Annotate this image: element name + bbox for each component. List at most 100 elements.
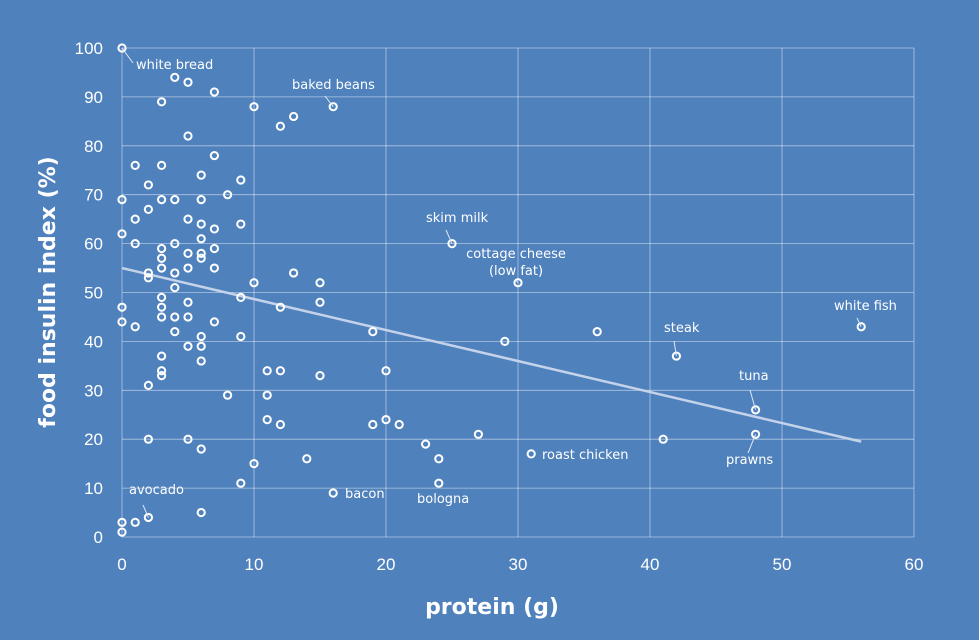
data-point bbox=[183, 214, 193, 224]
data-point bbox=[117, 43, 127, 53]
data-point bbox=[658, 434, 668, 444]
data-point bbox=[196, 507, 206, 518]
y-tick-label: 30 bbox=[84, 381, 103, 400]
data-point bbox=[751, 429, 761, 439]
data-point bbox=[130, 322, 140, 332]
x-tick-label: 40 bbox=[641, 555, 660, 574]
data-point bbox=[130, 517, 140, 527]
annotation-bacon: bacon bbox=[345, 487, 385, 502]
annotation-label: (low fat) bbox=[489, 264, 543, 279]
data-point bbox=[196, 444, 206, 454]
data-point bbox=[434, 454, 444, 464]
data-point bbox=[143, 512, 153, 523]
data-point bbox=[170, 312, 180, 322]
data-point bbox=[275, 121, 285, 131]
data-point bbox=[183, 263, 193, 273]
data-point bbox=[447, 239, 457, 249]
data-point bbox=[183, 341, 193, 351]
gridlines bbox=[121, 47, 915, 538]
x-tick-label: 30 bbox=[509, 555, 528, 574]
annotation-bologna: bologna bbox=[417, 492, 469, 507]
annotation-cottage-cheese: cottage cheese (low fat) bbox=[466, 247, 566, 284]
x-tick-label: 50 bbox=[773, 555, 792, 574]
data-point bbox=[157, 302, 167, 312]
annotation-leader-line bbox=[445, 229, 453, 244]
data-point bbox=[157, 312, 167, 322]
annotation-leader-line bbox=[142, 504, 149, 518]
data-point bbox=[170, 283, 180, 293]
data-point bbox=[183, 434, 193, 444]
data-point bbox=[275, 366, 285, 376]
data-point bbox=[394, 419, 404, 430]
x-tick-label: 0 bbox=[117, 555, 126, 574]
data-point bbox=[143, 204, 153, 214]
annotation-label: white bread bbox=[136, 58, 213, 73]
data-point bbox=[196, 248, 206, 258]
data-point bbox=[117, 194, 127, 205]
y-tick-label: 20 bbox=[84, 430, 103, 449]
x-tick-label: 10 bbox=[245, 555, 264, 574]
annotation-label: skim milk bbox=[426, 211, 489, 226]
y-axis-title: food insulin index (%) bbox=[36, 156, 61, 427]
data-point bbox=[671, 351, 682, 361]
data-point bbox=[381, 366, 391, 376]
data-point bbox=[249, 278, 259, 288]
data-point bbox=[157, 366, 167, 376]
data-point bbox=[275, 302, 285, 312]
x-tick-label: 60 bbox=[905, 555, 924, 574]
data-point bbox=[157, 243, 167, 254]
data-point bbox=[157, 292, 167, 302]
data-point bbox=[170, 72, 180, 82]
annotation-leader-line bbox=[747, 434, 757, 454]
data-point bbox=[143, 434, 153, 444]
data-point bbox=[196, 234, 206, 244]
data-point bbox=[262, 415, 272, 425]
y-tick-label: 100 bbox=[75, 39, 103, 58]
x-axis-title: protein (g) bbox=[425, 595, 559, 620]
annotation-steak: steak bbox=[664, 321, 700, 357]
data-point bbox=[157, 371, 167, 381]
data-point bbox=[157, 351, 167, 361]
annotation-tuna: tuna bbox=[739, 369, 769, 410]
data-point bbox=[117, 527, 127, 537]
data-points bbox=[117, 43, 866, 537]
data-point bbox=[315, 297, 325, 307]
annotation-leader-line bbox=[324, 95, 334, 107]
annotation-avocado: avocado bbox=[129, 483, 184, 518]
annotation-label: bacon bbox=[345, 487, 385, 502]
data-point bbox=[117, 229, 127, 239]
data-point bbox=[500, 336, 510, 346]
data-point bbox=[157, 97, 167, 107]
data-point bbox=[117, 517, 127, 527]
data-point bbox=[117, 302, 127, 312]
data-point bbox=[143, 180, 153, 190]
data-point bbox=[209, 263, 219, 273]
data-point bbox=[328, 488, 338, 498]
data-point bbox=[196, 219, 206, 229]
data-point bbox=[302, 454, 312, 464]
y-tick-label: 70 bbox=[84, 186, 103, 205]
data-point bbox=[157, 263, 167, 273]
data-point bbox=[196, 253, 206, 263]
annotations: white bread baked beans skim milk cottage c… bbox=[121, 47, 897, 518]
data-point bbox=[526, 449, 536, 459]
data-point bbox=[196, 194, 206, 205]
y-tick-label: 60 bbox=[84, 235, 103, 254]
data-point bbox=[262, 390, 272, 400]
y-tick-label: 0 bbox=[94, 528, 103, 547]
data-point bbox=[170, 194, 180, 205]
data-point bbox=[183, 77, 193, 87]
data-point bbox=[473, 429, 483, 439]
data-point bbox=[328, 102, 338, 112]
data-point bbox=[289, 268, 299, 278]
annotation-white-bread: white bread bbox=[121, 47, 213, 73]
data-point bbox=[751, 405, 761, 415]
data-point bbox=[117, 317, 127, 327]
data-point bbox=[157, 194, 167, 205]
annotation-label: tuna bbox=[739, 369, 769, 384]
annotation-label: avocado bbox=[129, 483, 184, 498]
annotation-leader-line bbox=[673, 340, 677, 357]
data-point bbox=[209, 224, 219, 234]
